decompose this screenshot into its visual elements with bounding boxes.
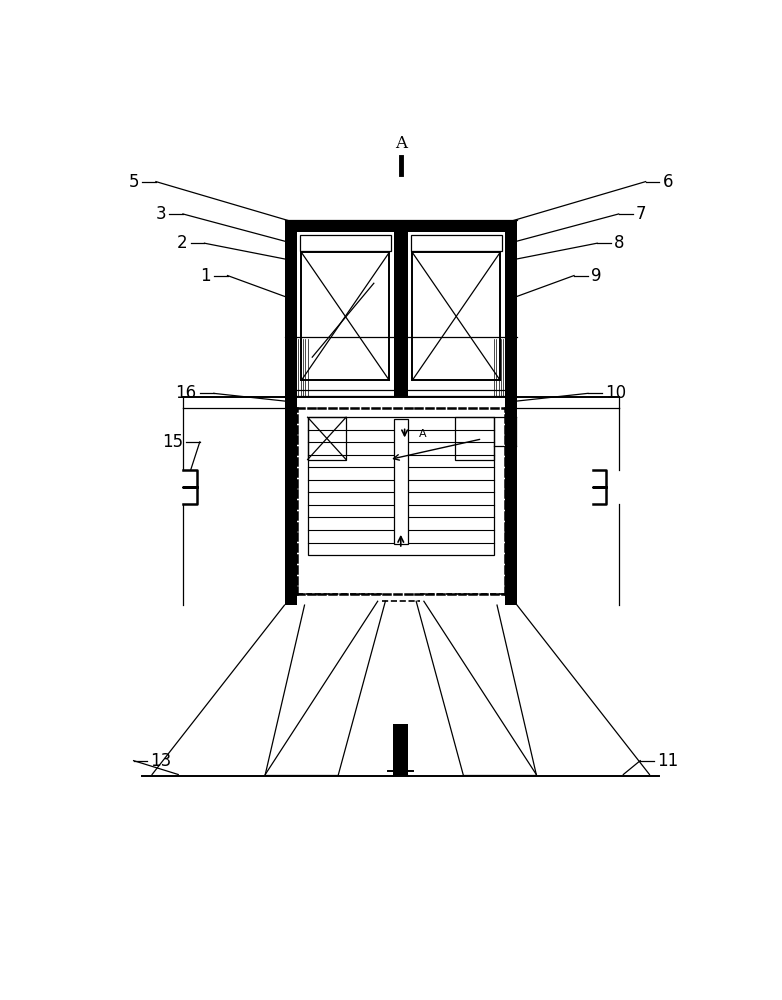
Text: 5: 5 — [128, 173, 139, 191]
Bar — [300, 235, 391, 251]
Bar — [394, 419, 407, 544]
Bar — [504, 220, 517, 397]
Text: 15: 15 — [162, 433, 183, 451]
Text: 2: 2 — [177, 234, 188, 252]
Text: A: A — [418, 429, 426, 439]
Bar — [411, 235, 501, 251]
Bar — [285, 220, 517, 232]
Text: 8: 8 — [614, 234, 625, 252]
Bar — [504, 397, 517, 605]
Text: 9: 9 — [591, 267, 601, 285]
Text: 6: 6 — [662, 173, 673, 191]
Text: 10: 10 — [604, 384, 626, 402]
Bar — [285, 397, 297, 605]
Bar — [455, 417, 494, 460]
Bar — [307, 417, 494, 555]
Bar — [393, 724, 408, 776]
Bar — [412, 252, 500, 380]
Bar — [301, 252, 389, 380]
Text: 7: 7 — [636, 205, 646, 223]
Text: A: A — [395, 135, 407, 152]
Text: 13: 13 — [150, 752, 172, 770]
Text: 1: 1 — [200, 267, 210, 285]
Bar — [307, 417, 346, 460]
Text: 16: 16 — [176, 384, 197, 402]
Bar — [285, 220, 297, 397]
Text: 11: 11 — [657, 752, 679, 770]
Bar — [394, 220, 407, 397]
Text: 3: 3 — [156, 205, 166, 223]
